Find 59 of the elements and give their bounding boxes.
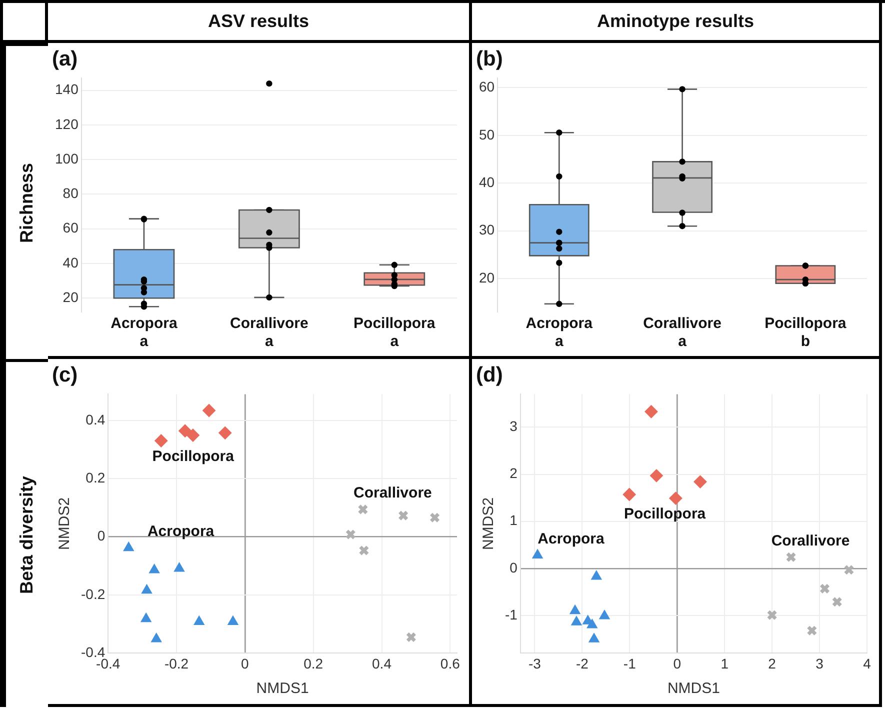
x-tick-label: 0 [241, 655, 250, 672]
y-tick-label: 0.2 [86, 469, 106, 486]
y-tick-label: 1 [510, 512, 518, 528]
y-tick-label: 80 [62, 185, 79, 202]
y-tick-label: 3 [510, 418, 518, 434]
chart-subtitle: (a) [52, 47, 78, 70]
x-tick-label: Acropora a [110, 315, 178, 350]
y-tick-label: 140 [55, 81, 79, 98]
text: Richness [16, 162, 38, 243]
x-tick-label: Corallivore a [643, 315, 722, 350]
x-tick-label: Pocillopora a [354, 315, 436, 350]
series-label: Acropora [538, 530, 605, 548]
y-tick-label: 60 [478, 78, 495, 95]
x-tick-label: Pocillopora b [764, 315, 847, 350]
x-axis-title: NMDS1 [667, 680, 720, 698]
y-tick-label: 0.4 [86, 411, 106, 428]
x-tick-label: 2 [768, 655, 776, 672]
x-tick-label: 0.4 [372, 655, 392, 672]
x-tick-label: 0 [673, 655, 682, 672]
series-label: Acropora [147, 522, 215, 540]
x-axis-title: NMDS1 [256, 680, 309, 698]
y-tick-label: 20 [478, 269, 495, 286]
chart-subtitle: (c) [52, 363, 78, 386]
y-tick-label: 120 [55, 116, 79, 132]
series-label: Corallivore [771, 532, 850, 550]
y-axis-title: NMDS2 [56, 497, 74, 550]
chart-subtitle: (d) [476, 363, 503, 386]
y-tick-label: 40 [62, 254, 79, 270]
x-tick-label: 3 [816, 655, 824, 672]
x-tick-label: -3 [528, 655, 542, 672]
x-tick-label: 4 [863, 655, 872, 672]
series-label: Pocillopora [624, 505, 706, 522]
y-tick-label: 30 [478, 222, 495, 238]
y-tick-label: 100 [55, 150, 79, 166]
y-tick-label: -1 [504, 606, 518, 622]
y-axis-title: NMDS2 [480, 497, 498, 550]
chart-title: Aminotype results [596, 11, 754, 32]
x-tick-label: 0.2 [304, 655, 324, 672]
y-tick-label: 50 [478, 126, 495, 142]
y-tick-label: 60 [62, 220, 79, 236]
text: Beta diversity [16, 475, 38, 594]
y-tick-label: 2 [510, 465, 518, 482]
series-label: Pocillopora [152, 448, 235, 465]
x-tick-label: Acropora a [526, 315, 594, 350]
x-tick-label: 0.6 [440, 655, 460, 672]
x-tick-label: 1 [720, 655, 729, 672]
x-tick-label: -0.2 [164, 655, 189, 672]
x-tick-label: -0.4 [96, 655, 120, 672]
x-tick-label: -2 [576, 655, 589, 672]
y-tick-label: 40 [478, 174, 495, 190]
chart-title: ASV results [208, 11, 310, 32]
x-tick-label: Corallivore a [230, 315, 308, 350]
y-tick-label: -0.2 [81, 586, 106, 602]
y-tick-label: 0 [510, 559, 518, 576]
series-label: Corallivore [354, 484, 432, 502]
y-tick-label: 0 [97, 528, 106, 544]
y-tick-label: 20 [62, 289, 79, 306]
chart-subtitle: (b) [476, 47, 503, 70]
x-tick-label: -1 [623, 655, 636, 672]
